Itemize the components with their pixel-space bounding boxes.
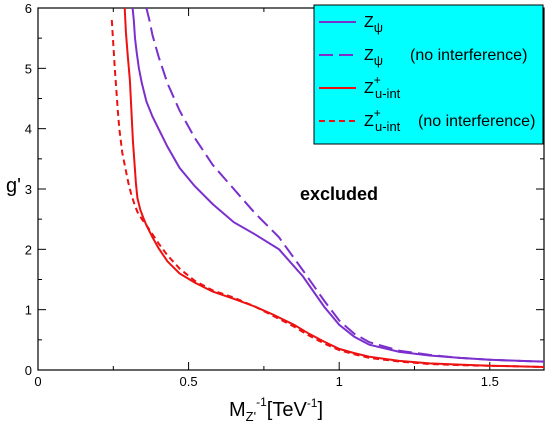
x-axis-label-sup1: -1 bbox=[256, 395, 267, 409]
x-axis-label-sup2: -1 bbox=[307, 396, 318, 410]
series-line-4 bbox=[110, 20, 544, 368]
y-tick-label: 2 bbox=[25, 242, 32, 257]
y-tick-label: 1 bbox=[25, 303, 32, 318]
x-axis-label: MZ'-1[TeV-1] bbox=[229, 395, 323, 424]
y-axis-label: g' bbox=[6, 175, 21, 197]
x-axis-label-mid: [TeV bbox=[267, 399, 308, 421]
legend-label-sub: u-int bbox=[375, 119, 401, 134]
series-line-2 bbox=[145, 8, 544, 363]
legend-label-sub: ψ bbox=[374, 53, 383, 68]
legend-label-base: Z bbox=[364, 47, 374, 64]
legend-label-sup: + bbox=[374, 106, 381, 120]
x-tick-label: 1 bbox=[336, 374, 343, 389]
y-tick-label: 6 bbox=[25, 1, 32, 16]
legend-label-1: Zψ bbox=[364, 14, 383, 35]
legend-label-suffix: (no interference) bbox=[410, 47, 527, 64]
legend-label-3: Z+ u-int bbox=[364, 73, 401, 101]
y-tick-label: 3 bbox=[25, 182, 32, 197]
legend-label-sub: u-int bbox=[375, 86, 401, 101]
excluded-annotation: excluded bbox=[300, 184, 378, 204]
legend-label-base: Z bbox=[364, 80, 374, 97]
x-axis-label-sub: Z' bbox=[246, 409, 256, 424]
x-tick-label: 0 bbox=[34, 374, 41, 389]
legend-label-sup: + bbox=[374, 73, 381, 87]
series-layer bbox=[110, 8, 544, 368]
y-tick-label: 5 bbox=[25, 61, 32, 76]
y-tick-label: 4 bbox=[25, 122, 32, 137]
legend-label-suffix: (no interference) bbox=[418, 113, 535, 130]
x-tick-label: 0.5 bbox=[180, 374, 198, 389]
legend-label-sub: ψ bbox=[374, 20, 383, 35]
x-axis-label-end: ] bbox=[317, 399, 323, 421]
x-axis-label-main: M bbox=[229, 399, 246, 421]
legend-label-4: Z+ u-int bbox=[364, 106, 401, 134]
legend-label-2: Zψ bbox=[364, 47, 383, 68]
y-tick-label: 0 bbox=[25, 363, 32, 378]
legend-label-base: Z bbox=[364, 113, 374, 130]
x-tick-label: 1.5 bbox=[481, 374, 499, 389]
y-axis-ticks: 0 1 2 3 4 5 6 bbox=[25, 1, 544, 378]
legend-label-base: Z bbox=[364, 14, 374, 31]
